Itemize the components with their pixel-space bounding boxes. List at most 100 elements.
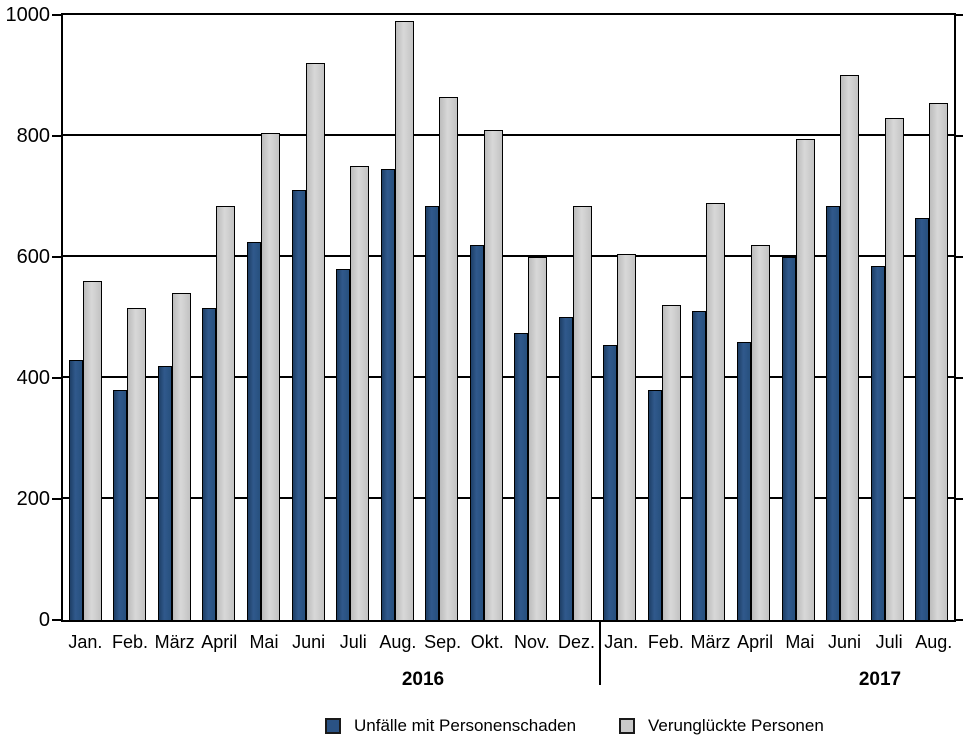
bar-group-11-Nov [508,15,553,620]
x-tick-label-8: Aug. [379,632,417,652]
bar-unfaelle-5 [246,242,261,620]
bar-verungleuckte-7 [350,166,370,620]
bar-verungleuckte-16 [750,245,770,620]
y-tick-label-600: 600 [16,246,50,268]
y-tick-left-200 [52,498,61,500]
bar-group-6-Juni [286,15,331,620]
bar-unfaelle-2 [113,390,128,620]
legend-item-verungleuckte: Verunglückte Personen [619,716,824,736]
y-tick-left-800 [52,135,61,137]
x-tick-label-10: Okt. [470,632,504,652]
bar-group-12-Dez [553,15,598,620]
y-tick-left-1000 [52,14,61,16]
bar-unfaelle-6 [291,190,306,620]
y-tick-right-1000 [956,14,963,16]
y-tick-right-0 [956,619,963,621]
x-tick-label-12: Dez. [558,632,596,652]
bar-group-15-März [687,15,732,620]
gridline-600 [63,255,954,257]
x-tick-label-5: Mai [249,632,279,652]
bar-verungleuckte-9 [439,97,459,620]
bar-group-13-Jan [598,15,643,620]
x-tick-label-13: Jan. [604,632,639,652]
bar-verungleuckte-8 [394,21,414,620]
bar-unfaelle-10 [469,245,484,620]
y-tick-label-800: 800 [16,125,50,147]
legend-label-unfaelle: Unfälle mit Personenschaden [354,716,577,735]
bar-unfaelle-14 [647,390,662,620]
x-tick-label-9: Sep. [424,632,462,652]
x-tick-label-1: Jan. [68,632,103,652]
bar-group-1-Jan [63,15,108,620]
bar-verungleuckte-17 [795,139,815,620]
y-tick-label-0: 0 [38,609,50,631]
bar-verungleuckte-14 [661,305,681,620]
y-tick-right-600 [956,256,963,258]
x-tick-label-2: Feb. [111,632,148,652]
x-tick-label-3: März [154,632,195,652]
x-tick-label-14: Feb. [647,632,684,652]
bar-group-9-Sep [419,15,464,620]
y-tick-right-400 [956,377,963,379]
bar-unfaelle-20 [915,218,930,620]
year-label-2017: 2017 [858,669,902,690]
x-tick-label-4: April [201,632,238,652]
bar-group-2-Feb [108,15,153,620]
bar-unfaelle-13 [603,345,618,620]
x-axis-labels: Jan. Feb. März April Mai Juni Juli Aug. Sep. Okt.… [63,631,956,653]
legend-swatch-unfaelle [325,718,341,734]
x-tick-label-11: Nov. [514,632,550,652]
bar-verungleuckte-4 [216,206,236,620]
y-tick-right-200 [956,498,963,500]
x-tick-label-6: Juni [292,632,326,652]
y-tick-left-400 [52,377,61,379]
bar-group-7-Juli [330,15,375,620]
bar-group-17-Mai [776,15,821,620]
y-tick-left-0 [52,619,61,621]
legend-swatch-verungleuckte [619,718,635,734]
x-tick-label-17: Mai [785,632,815,652]
bar-group-4-April [197,15,242,620]
bar-verungleuckte-13 [617,254,637,620]
bar-group-19-Juli [865,15,910,620]
bar-verungleuckte-2 [127,308,147,620]
bar-verungleuckte-12 [572,206,592,620]
bar-verungleuckte-11 [528,257,548,620]
y-tick-left-600 [52,256,61,258]
bar-verungleuckte-19 [884,118,904,620]
y-tick-label-400: 400 [16,367,50,389]
bar-verungleuckte-10 [483,130,503,620]
y-tick-label-200: 200 [16,488,50,510]
bar-unfaelle-3 [157,366,172,620]
bar-group-18-Juni [820,15,865,620]
bar-unfaelle-9 [425,206,440,620]
bar-verungleuckte-3 [171,293,191,620]
x-tick-label-16: April [737,632,774,652]
legend-item-unfaelle: Unfälle mit Personenschaden [325,716,576,736]
legend-label-verungleuckte: Verunglückte Personen [648,716,824,735]
plot-area [61,13,956,622]
bar-unfaelle-1 [68,360,83,620]
y-tick-label-1000: 1000 [5,4,51,26]
bar-verungleuckte-5 [260,133,280,620]
bar-group-8-Aug [375,15,420,620]
bar-verungleuckte-18 [840,75,860,620]
bar-unfaelle-19 [870,266,885,620]
bar-unfaelle-18 [826,206,841,620]
bar-unfaelle-7 [336,269,351,620]
bars-layer [63,15,954,620]
bar-unfaelle-17 [781,257,796,620]
gridline-800 [63,134,954,136]
bar-verungleuckte-20 [929,103,949,620]
year-label-2016: 2016 [401,669,445,690]
bar-group-10-Okt [464,15,509,620]
bar-group-3-März [152,15,197,620]
x-tick-label-15: März [690,632,731,652]
bar-group-5-Mai [241,15,286,620]
gridline-200 [63,497,954,499]
y-tick-right-800 [956,135,963,137]
x-tick-label-7: Juli [339,632,367,652]
x-tick-label-19: Juli [875,632,903,652]
bar-group-14-Feb [642,15,687,620]
